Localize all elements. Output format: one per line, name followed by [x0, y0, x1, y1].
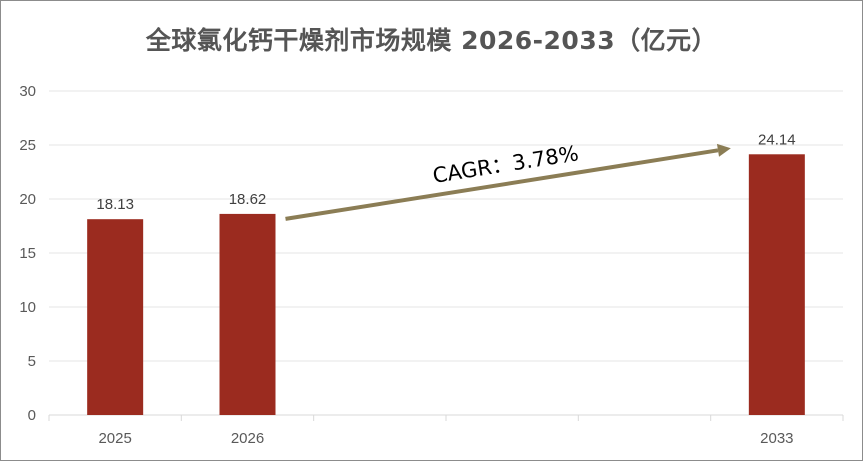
bar-2033: [748, 154, 805, 415]
cagr-arrow-head: [716, 143, 731, 157]
data-label-2033: 24.14: [758, 131, 796, 148]
data-label-2026: 18.62: [229, 191, 267, 208]
data-label-2025: 18.13: [96, 196, 134, 213]
x-tick-label-2025: 2025: [98, 430, 131, 447]
y-tick-label: 5: [28, 353, 36, 370]
cagr-arrow-line: [285, 148, 719, 221]
y-tick-label: 25: [19, 137, 36, 154]
y-tick-label: 15: [19, 245, 36, 262]
cagr-label: CAGR：3.78%: [431, 141, 580, 188]
x-tick-label-2033: 2033: [760, 430, 793, 447]
bar-2026: [219, 213, 276, 415]
bar-2025: [87, 219, 144, 415]
y-tick-label: 10: [19, 299, 36, 316]
y-tick-label: 20: [19, 191, 36, 208]
x-tick-label-2026: 2026: [231, 430, 264, 447]
chart-title: 全球氯化钙干燥剂市场规模 2026-2033（亿元）: [145, 26, 718, 55]
y-tick-label: 0: [28, 407, 36, 424]
y-tick-label: 30: [19, 83, 36, 100]
